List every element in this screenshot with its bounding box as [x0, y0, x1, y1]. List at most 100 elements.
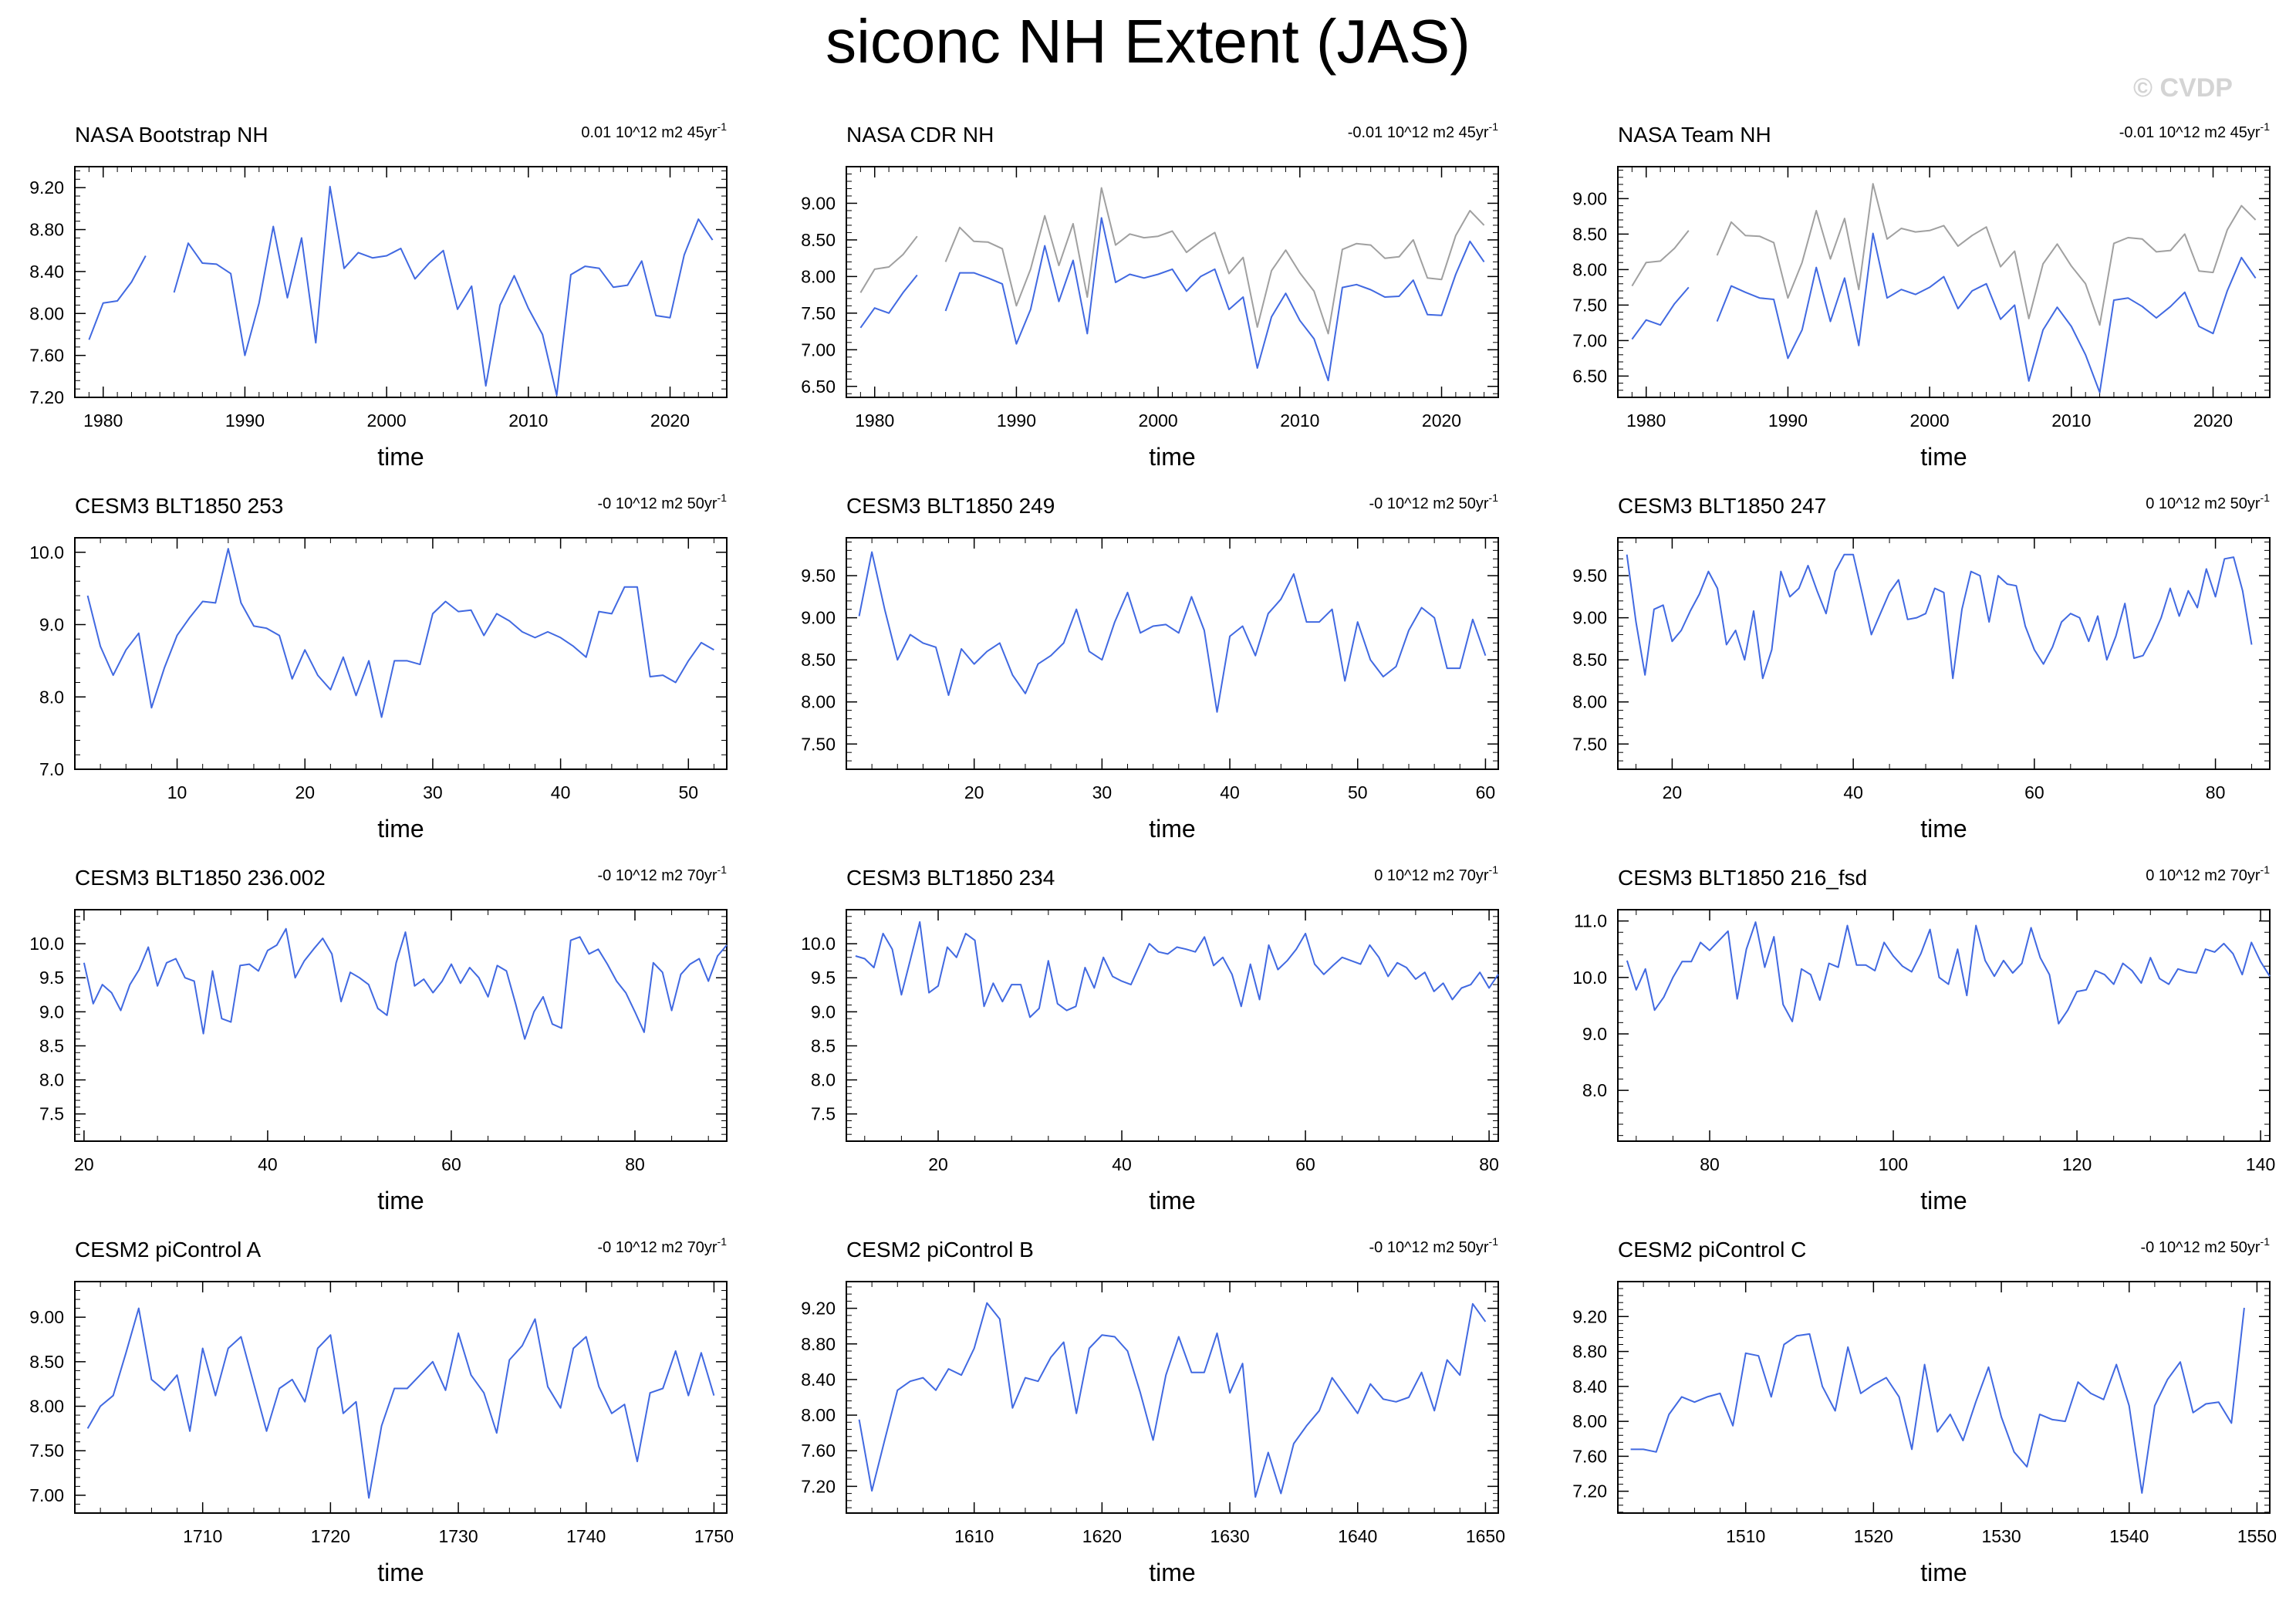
main-title: siconc NH Extent (JAS)	[826, 7, 1470, 76]
x-tick-label: 2010	[2051, 410, 2091, 431]
panel-title: CESM3 BLT1850 216_fsd	[1618, 866, 1867, 890]
series-line	[83, 927, 728, 1040]
x-axis-label: time	[377, 443, 424, 471]
chart-panel: CESM2 piControl A -0 10^12 m2 70yr-1 1710 1…	[29, 1235, 734, 1586]
y-tick-label: 7.50	[29, 1441, 64, 1461]
x-tick-label: 2020	[650, 410, 690, 431]
x-tick-label: 1530	[1981, 1526, 2021, 1546]
y-tick-label: 8.0	[1582, 1080, 1607, 1100]
y-tick-label: 8.00	[29, 1397, 64, 1417]
x-tick-label: 1620	[1082, 1526, 1122, 1546]
trend-exponent: -1	[718, 1235, 728, 1248]
x-tick-label: 20	[74, 1154, 94, 1174]
panel-trend: 0 10^12 m2 50yr-1	[2146, 491, 2270, 512]
trend-exponent: -1	[2261, 491, 2271, 504]
y-tick-label: 8.50	[1572, 224, 1607, 244]
y-tick-label: 7.20	[1572, 1481, 1607, 1501]
trend-exponent: -1	[1489, 863, 1499, 876]
y-tick-label: 6.50	[1572, 366, 1607, 386]
x-tick-label: 1980	[83, 410, 123, 431]
y-tick-label: 8.80	[1572, 1342, 1607, 1362]
panel-trend: -0.01 10^12 m2 45yr-1	[2119, 120, 2270, 141]
x-tick-label: 1980	[855, 410, 894, 431]
x-axis-label: time	[1149, 815, 1195, 843]
panel-trend: -0.01 10^12 m2 45yr-1	[1348, 120, 1498, 141]
x-axis-label: time	[1920, 1559, 1967, 1586]
y-tick-label: 9.50	[801, 566, 836, 586]
x-tick-label: 80	[2206, 782, 2226, 802]
x-tick-label: 40	[551, 782, 571, 802]
x-tick-label: 1720	[311, 1526, 350, 1546]
plot-frame	[846, 909, 1499, 1142]
chart-panel: CESM3 BLT1850 253 -0 10^12 m2 50yr-1 10 20 3…	[29, 491, 728, 843]
trend-exponent: -1	[718, 863, 728, 876]
y-tick-label: 8.50	[801, 650, 836, 670]
y-tick-label: 8.0	[39, 687, 64, 707]
panel-trend: -0 10^12 m2 50yr-1	[2141, 1235, 2271, 1256]
plot-frame	[846, 1281, 1499, 1514]
plot-frame	[1617, 909, 2271, 1142]
plot-frame	[1617, 537, 2271, 770]
trend-exponent: -1	[2261, 1235, 2271, 1248]
x-tick-label: 1630	[1210, 1526, 1249, 1546]
y-tick-label: 8.50	[801, 230, 836, 250]
x-axis-label: time	[377, 1187, 424, 1214]
x-tick-label: 1730	[438, 1526, 478, 1546]
panel-trend: -0 10^12 m2 50yr-1	[598, 491, 728, 512]
y-tick-label: 10.0	[801, 934, 836, 954]
y-tick-label: 7.60	[1572, 1446, 1607, 1466]
y-tick-label: 9.0	[1582, 1024, 1607, 1044]
panel-title: CESM2 piControl C	[1618, 1238, 1806, 1262]
panel-title: CESM3 BLT1850 253	[75, 494, 283, 518]
y-tick-label: 6.50	[801, 377, 836, 397]
x-tick-label: 2010	[508, 410, 548, 431]
y-tick-label: 8.0	[811, 1070, 836, 1090]
y-tick-label: 11.0	[1574, 911, 1607, 931]
x-axis-label: time	[377, 1559, 424, 1586]
x-axis-label: time	[1149, 1559, 1195, 1586]
panel-title: NASA CDR NH	[846, 123, 994, 147]
series-line	[1630, 1307, 2245, 1494]
series-line	[858, 551, 1487, 713]
y-tick-label: 8.40	[29, 262, 64, 282]
x-tick-label: 60	[1476, 782, 1496, 802]
x-tick-label: 60	[1295, 1154, 1315, 1174]
x-tick-label: 20	[1663, 782, 1683, 802]
chart-panel: CESM3 BLT1850 236.002 -0 10^12 m2 70yr-1 2…	[29, 863, 728, 1214]
y-tick-label: 7.20	[29, 387, 64, 407]
plot-frame	[1617, 166, 2271, 398]
x-tick-label: 2010	[1280, 410, 1319, 431]
panel-trend: -0 10^12 m2 70yr-1	[598, 863, 728, 884]
x-tick-label: 80	[625, 1154, 645, 1174]
x-axis-label: time	[1149, 1187, 1195, 1214]
x-tick-label: 140	[2246, 1154, 2275, 1174]
trend-exponent: -1	[1489, 120, 1499, 133]
panel-title: CESM2 piControl B	[846, 1238, 1034, 1262]
x-tick-label: 100	[1879, 1154, 1908, 1174]
series-line	[88, 185, 714, 397]
x-tick-label: 2000	[367, 410, 407, 431]
x-tick-label: 80	[1479, 1154, 1499, 1174]
y-tick-label: 7.5	[39, 1104, 64, 1124]
y-tick-label: 7.00	[801, 339, 836, 360]
x-tick-label: 20	[928, 1154, 948, 1174]
x-tick-label: 2000	[1910, 410, 1950, 431]
panel-title: CESM3 BLT1850 249	[846, 494, 1055, 518]
x-tick-label: 1750	[694, 1526, 734, 1546]
y-tick-label: 9.20	[29, 177, 64, 198]
y-tick-label: 7.50	[1572, 295, 1607, 315]
y-tick-label: 9.00	[801, 193, 836, 213]
chart-panel: CESM3 BLT1850 249 -0 10^12 m2 50yr-1 20 30 4…	[801, 491, 1499, 843]
panel-trend: -0 10^12 m2 50yr-1	[1369, 1235, 1499, 1256]
x-axis-label: time	[377, 815, 424, 843]
x-tick-label: 1740	[566, 1526, 606, 1546]
series-line	[86, 1307, 715, 1499]
x-tick-label: 40	[258, 1154, 278, 1174]
x-tick-label: 50	[1348, 782, 1368, 802]
plot-frame	[74, 1281, 728, 1514]
series-line	[855, 920, 1499, 1018]
series-line	[1631, 232, 2257, 394]
chart-panel: NASA CDR NH -0.01 10^12 m2 45yr-1 1980 1990…	[801, 120, 1499, 471]
panel-title: NASA Bootstrap NH	[75, 123, 268, 147]
